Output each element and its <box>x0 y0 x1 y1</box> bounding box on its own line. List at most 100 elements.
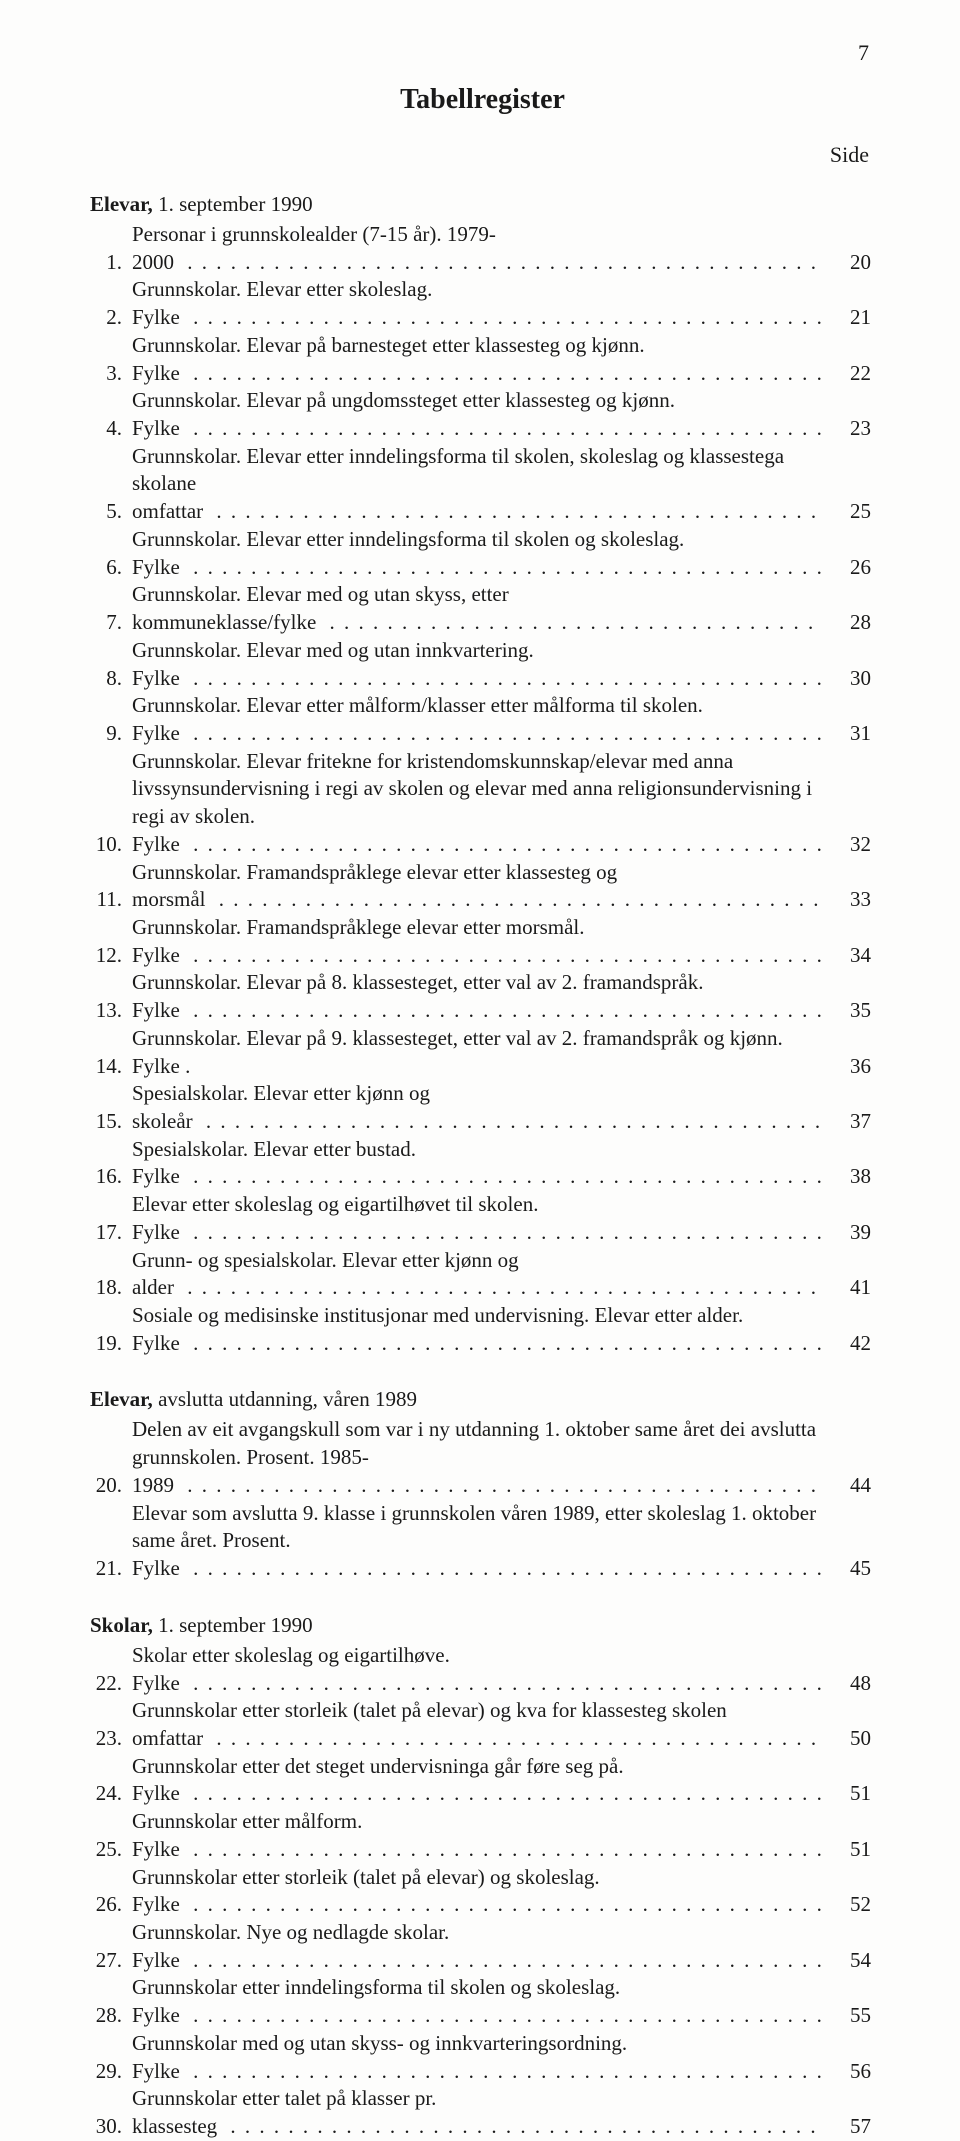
section-heading-bold: Skolar, <box>90 1613 153 1637</box>
toc-entry-number: 3. <box>90 360 122 388</box>
toc-entry-number: 24. <box>90 1780 122 1808</box>
toc-entry-page: 32 <box>833 831 875 859</box>
toc-entry-page: 34 <box>833 942 875 970</box>
toc-entry-text: Grunnskolar. Elevar med og utan innkvart… <box>132 637 823 692</box>
toc-entry-number: 28. <box>90 2002 122 2030</box>
toc-entry-number: 15. <box>90 1108 122 1136</box>
section-heading: Skolar, 1. september 1990 <box>90 1613 875 1638</box>
toc-entry-text: Sosiale og medisinske institusjonar med … <box>132 1302 823 1357</box>
toc-entry-number: 13. <box>90 997 122 1025</box>
toc-entry-text: Grunnskolar. Elevar på 8. klassesteget, … <box>132 969 823 1024</box>
toc-entry: 24. Grunnskolar etter det steget undervis… <box>90 1753 875 1808</box>
toc-entry-number: 20. <box>90 1472 122 1500</box>
toc-entry: 19. Sosiale og medisinske institusjonar m… <box>90 1302 875 1357</box>
toc-entry-text: Grunnskolar. Nye og nedlagde skolar. Fyl… <box>132 1919 823 1974</box>
toc-entry-page: 52 <box>833 1891 875 1919</box>
section-heading: Elevar, avslutta utdanning, våren 1989 <box>90 1387 875 1412</box>
toc-entry-text: Grunnskolar. Elevar etter inndelingsform… <box>132 526 823 581</box>
toc-entry-number: 7. <box>90 609 122 637</box>
toc-entry-number: 12. <box>90 942 122 970</box>
section-heading-rest: 1. september 1990 <box>153 192 313 216</box>
toc-entry: 5.Grunnskolar. Elevar etter inndelingsfo… <box>90 443 875 526</box>
toc-entry-number: 29. <box>90 2058 122 2086</box>
toc-entry-text: Elevar etter skoleslag og eigartilhøvet … <box>132 1191 823 1246</box>
toc-entry-text: Grunnskolar. Elevar etter inndelingsform… <box>132 443 823 526</box>
toc-entry-text: Grunnskolar. Elevar på 9. klassesteget, … <box>132 1025 823 1080</box>
toc-entry-number: 9. <box>90 720 122 748</box>
section-heading: Elevar, 1. september 1990 <box>90 192 875 217</box>
toc-entry-page: 38 <box>833 1163 875 1191</box>
toc-entry-text: Grunnskolar etter målform. Fylke <box>132 1808 823 1863</box>
toc-entry: 20. Delen av eit avgangskull som var i ny… <box>90 1416 875 1499</box>
toc-entry: 13. Grunnskolar. Elevar på 8. klassestege… <box>90 969 875 1024</box>
toc-entry-number: 11. <box>90 886 122 914</box>
toc-entry-page: 37 <box>833 1108 875 1136</box>
toc-entry-page: 33 <box>833 886 875 914</box>
toc-entry: 1.Personar i grunnskolealder (7-15 år). … <box>90 221 875 276</box>
toc-entry: 30. Grunnskolar etter talet på klasser pr… <box>90 2085 875 2140</box>
toc-entry: 12. Grunnskolar. Framandspråklege elevar … <box>90 914 875 969</box>
toc-entry-number: 30. <box>90 2113 122 2141</box>
toc-entry-number: 27. <box>90 1947 122 1975</box>
toc-entry-number: 4. <box>90 415 122 443</box>
toc-entry-page: 55 <box>833 2002 875 2030</box>
toc-entry-page: 56 <box>833 2058 875 2086</box>
toc-entry-text: Grunnskolar med og utan skyss- og innkva… <box>132 2030 823 2085</box>
toc-entry: 15.Spesialskolar. Elevar etter kjønn og … <box>90 1080 875 1135</box>
toc-entry-number: 18. <box>90 1274 122 1302</box>
toc-entry-page: 45 <box>833 1555 875 1583</box>
toc-entry-text: Grunnskolar etter talet på klasser pr. k… <box>132 2085 823 2140</box>
page-number: 7 <box>90 40 875 66</box>
toc-entry: 16.Spesialskolar. Elevar etter bustad. F… <box>90 1136 875 1191</box>
toc-entry-text: Grunnskolar etter storleik (talet på ele… <box>132 1697 823 1752</box>
toc-entry-text: Grunnskolar. Framandspråklege elevar ett… <box>132 914 823 969</box>
toc-entry: 27. Grunnskolar. Nye og nedlagde skolar. … <box>90 1919 875 1974</box>
toc-entry: 10.Grunnskolar. Elevar fritekne for kris… <box>90 748 875 859</box>
toc-entry-page: 51 <box>833 1836 875 1864</box>
toc-entry: 25. Grunnskolar etter målform. Fylke 51 <box>90 1808 875 1863</box>
toc-entry-page: 39 <box>833 1219 875 1247</box>
toc-sections: Elevar, 1. september 1990 1.Personar i gr… <box>90 192 875 2141</box>
toc-entry-page: 54 <box>833 1947 875 1975</box>
toc-entry-text: Grunnskolar. Elevar på ungdomssteget ett… <box>132 387 823 442</box>
toc-entry: 29. Grunnskolar med og utan skyss- og inn… <box>90 2030 875 2085</box>
page-title: Tabellregister <box>90 84 875 116</box>
toc-entry-number: 16. <box>90 1163 122 1191</box>
toc-entry-number: 19. <box>90 1330 122 1358</box>
toc-entry: 11.Grunnskolar. Framandspråklege elevar … <box>90 859 875 914</box>
toc-entry-number: 2. <box>90 304 122 332</box>
section-heading-bold: Elevar, <box>90 192 153 216</box>
toc-entry: 23. Grunnskolar etter storleik (talet på … <box>90 1697 875 1752</box>
toc-entry: 14.Grunnskolar. Elevar på 9. klassestege… <box>90 1025 875 1080</box>
toc-entry-page: 35 <box>833 997 875 1025</box>
toc-entry: 4. Grunnskolar. Elevar på ungdomssteget e… <box>90 387 875 442</box>
toc-entry: 28. Grunnskolar etter inndelingsforma til… <box>90 1974 875 2029</box>
toc-entry: 26.Grunnskolar etter storleik (talet på … <box>90 1864 875 1919</box>
toc-entry-page: 31 <box>833 720 875 748</box>
toc-entry-number: 6. <box>90 554 122 582</box>
toc-entry-text: Grunnskolar etter det steget undervisnin… <box>132 1753 823 1808</box>
toc-entry-number: 23. <box>90 1725 122 1753</box>
toc-entry-page: 22 <box>833 360 875 388</box>
toc-entry-number: 21. <box>90 1555 122 1583</box>
toc-entry-text: Grunnskolar. Elevar på barnesteget etter… <box>132 332 823 387</box>
toc-entry-page: 50 <box>833 1725 875 1753</box>
toc-entry-text: Delen av eit avgangskull som var i ny ut… <box>132 1416 823 1499</box>
toc-entry-page: 28 <box>833 609 875 637</box>
toc-entry-number: 26. <box>90 1891 122 1919</box>
toc-entry: 2. Grunnskolar. Elevar etter skoleslag. F… <box>90 276 875 331</box>
toc-entry-text: Grunnskolar. Elevar med og utan skyss, e… <box>132 581 823 636</box>
toc-entry: 17.Elevar etter skoleslag og eigartilhøv… <box>90 1191 875 1246</box>
toc-entry: 9.Grunnskolar. Elevar etter målform/klas… <box>90 692 875 747</box>
toc-entry: 8.Grunnskolar. Elevar med og utan innkva… <box>90 637 875 692</box>
toc-entry-number: 25. <box>90 1836 122 1864</box>
toc-entry-text: Elevar som avslutta 9. klasse i grunnsko… <box>132 1500 823 1583</box>
toc-entry-page: 41 <box>833 1274 875 1302</box>
toc-entry-page: 36 <box>833 1053 875 1081</box>
toc-entry: 6. Grunnskolar. Elevar etter inndelingsfo… <box>90 526 875 581</box>
toc-entry-text: Grunnskolar etter inndelingsforma til sk… <box>132 1974 823 2029</box>
toc-entry-page: 30 <box>833 665 875 693</box>
toc-entry: 3. Grunnskolar. Elevar på barnesteget ett… <box>90 332 875 387</box>
toc-entry-text: Skolar etter skoleslag og eigartilhøve. … <box>132 1642 823 1697</box>
toc-entry-text: Grunnskolar. Elevar etter skoleslag. Fyl… <box>132 276 823 331</box>
